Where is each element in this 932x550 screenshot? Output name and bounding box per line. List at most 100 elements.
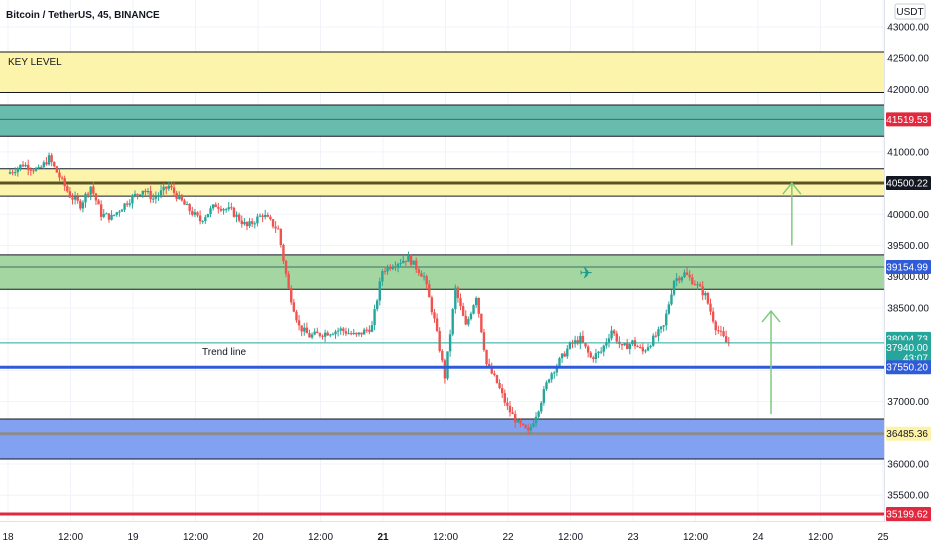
candle-body bbox=[454, 287, 457, 310]
candle-body bbox=[243, 221, 246, 225]
candle-body bbox=[76, 196, 79, 201]
time-axis[interactable]: 18 12:00 19 12:00 20 12:00 21 12:00 22 12:00 23 12:… bbox=[2, 532, 889, 543]
candle-body bbox=[24, 164, 27, 167]
candle-body bbox=[206, 213, 210, 218]
candle-body bbox=[224, 209, 228, 211]
candle-body bbox=[295, 311, 298, 321]
candle-body bbox=[540, 402, 543, 412]
price-badge bbox=[886, 360, 931, 375]
candle-body bbox=[133, 193, 137, 196]
time-tick-label: 12:00 bbox=[433, 532, 458, 543]
price-badge bbox=[886, 340, 931, 355]
candle-body bbox=[474, 297, 478, 306]
time-tick-label: 19 bbox=[127, 532, 139, 543]
currency-box[interactable] bbox=[894, 3, 926, 20]
up-arrow-1-head bbox=[782, 181, 802, 195]
candle-body bbox=[487, 364, 491, 367]
candle-body bbox=[316, 331, 319, 334]
candle-body bbox=[141, 190, 145, 195]
candle-body bbox=[102, 213, 105, 217]
candle-body bbox=[248, 221, 251, 227]
candle-body bbox=[579, 335, 582, 344]
candle-body bbox=[89, 186, 92, 195]
candle-body bbox=[180, 195, 184, 201]
candle-body bbox=[94, 193, 98, 201]
candle-body bbox=[482, 332, 486, 350]
time-tick-label: 20 bbox=[252, 532, 264, 543]
candle-body bbox=[485, 349, 488, 365]
candle-body bbox=[615, 333, 618, 342]
candle-body bbox=[652, 335, 655, 346]
candle-body bbox=[464, 315, 467, 325]
price-badge bbox=[886, 506, 931, 521]
candle-body bbox=[573, 340, 577, 344]
candle-body bbox=[349, 333, 353, 335]
candle-body bbox=[11, 172, 14, 174]
lines-layer: Trend line bbox=[0, 342, 884, 516]
candle-body bbox=[672, 280, 676, 295]
candle-body bbox=[149, 190, 152, 200]
candle-body bbox=[287, 273, 290, 288]
candle-body bbox=[60, 177, 64, 179]
price-badge-label: 36485.36 bbox=[886, 429, 928, 440]
candle-body bbox=[506, 402, 509, 406]
candle-body bbox=[99, 204, 103, 217]
candle-body bbox=[547, 379, 551, 383]
price-tick-label: 40000.00 bbox=[887, 210, 929, 221]
price-badges: 41519.53 40500.22 39154.99 38004.7337940.00… bbox=[886, 112, 931, 521]
candle-body bbox=[576, 340, 579, 344]
candle-body bbox=[537, 411, 540, 417]
candle-body bbox=[490, 366, 493, 374]
candle-body bbox=[125, 203, 129, 205]
candle-body bbox=[610, 330, 613, 339]
candle-body bbox=[136, 193, 139, 195]
price-tick-label: 42000.00 bbox=[887, 85, 929, 96]
candle-body bbox=[355, 332, 358, 335]
candle-body bbox=[659, 326, 663, 330]
price-tick-label: 35500.00 bbox=[887, 491, 929, 502]
candle-body bbox=[45, 162, 48, 165]
candle-body bbox=[378, 281, 381, 301]
candle-body bbox=[628, 344, 631, 350]
candle-body bbox=[172, 187, 176, 193]
time-tick-label: 22 bbox=[502, 532, 514, 543]
candle-body bbox=[425, 276, 428, 285]
price-badge bbox=[886, 176, 931, 191]
price-badge bbox=[886, 260, 931, 275]
price-tick-label: 39000.00 bbox=[887, 272, 929, 283]
candle-body bbox=[128, 203, 131, 205]
candle-body bbox=[219, 208, 223, 211]
price-badge-label: 43:07 bbox=[903, 353, 928, 364]
candle-body bbox=[508, 405, 512, 413]
candle-body bbox=[73, 196, 77, 200]
candle-body bbox=[217, 206, 220, 209]
candle-body bbox=[336, 330, 340, 332]
candle-body bbox=[277, 228, 280, 230]
candle-body bbox=[146, 190, 150, 193]
candle-body bbox=[646, 347, 650, 351]
candle-body bbox=[313, 331, 316, 335]
candle-body bbox=[597, 351, 600, 354]
candle-body bbox=[396, 264, 400, 267]
candle-body bbox=[292, 302, 296, 312]
candle-body bbox=[717, 330, 720, 332]
candle-body bbox=[16, 168, 20, 173]
candle-body bbox=[389, 266, 392, 269]
candle-body bbox=[722, 331, 725, 337]
candle-body bbox=[649, 345, 652, 348]
price-badge bbox=[886, 112, 931, 127]
candle-body bbox=[112, 214, 116, 216]
candle-body bbox=[183, 200, 186, 205]
candle-body bbox=[368, 329, 371, 332]
resistance-teal-zone bbox=[0, 105, 884, 137]
candle-body bbox=[612, 330, 616, 334]
candle-body bbox=[459, 298, 462, 307]
candle-body bbox=[599, 351, 603, 353]
candle-body bbox=[605, 342, 608, 346]
candle-body bbox=[402, 260, 405, 264]
candle-body bbox=[516, 419, 520, 423]
candle-body bbox=[86, 193, 90, 195]
candle-body bbox=[167, 185, 171, 189]
candle-body bbox=[461, 306, 465, 316]
